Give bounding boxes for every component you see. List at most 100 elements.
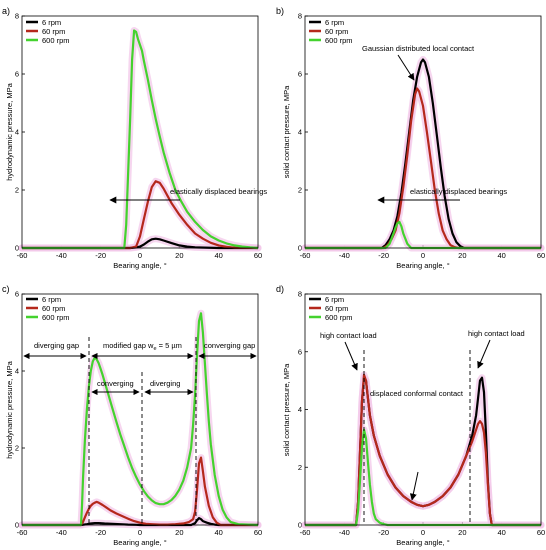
x-tick-label: -20 [378,528,389,537]
panel-label-b: b) [276,6,284,16]
annotation: high contact load [468,329,525,338]
y-tick-label: 2 [298,463,302,472]
x-tick-label: 0 [421,251,425,260]
annotation: elastically displaced bearings [410,187,507,196]
x-tick-label: -60 [300,528,311,537]
series-line-6-rpm [305,58,541,250]
x-tick-label: -20 [378,251,389,260]
axes-b: -60 -40 -20 0 20 40 60 0 2 4 6 8 [298,12,545,261]
legend-d: 6 rpm 60 rpm 600 rpm [309,295,353,322]
x-tick-label: 20 [458,251,466,260]
annotation-arrow [397,54,415,81]
legend-a: 6 rpm 60 rpm 600 rpm [26,18,70,45]
x-tick-label: 40 [214,251,222,260]
x-tick-label: -40 [339,251,350,260]
x-tick-label: 60 [537,528,545,537]
legend-label: 60 rpm [325,27,348,36]
axes-a: -60 -40 -20 0 20 40 60 0 2 4 6 8 [15,12,262,261]
panel-b: b) -60 -40 -20 0 20 40 60 0 2 4 6 8 6 rpm 60 rpm 60… [276,6,545,270]
series-line-60-rpm [22,456,258,527]
gap-annotations: diverging gap modified gap we = 5 µm con… [23,337,257,525]
legend-b: 6 rpm 60 rpm 600 rpm [309,18,353,45]
annotation-arrow [344,341,358,371]
y-tick-label: 4 [298,405,302,414]
panel-c: c) -60 -40 -20 0 20 40 60 0 2 4 6 6 rpm 60 rpm 600… [2,284,262,547]
x-axis-label: Bearing angle, ° [396,538,449,547]
y-tick-label: 2 [15,186,19,195]
y-tick-label: 0 [15,244,19,253]
y-axis-label: solid contact pressure, MPa [282,85,291,178]
y-axis-label: solid contact pressure, MPa [282,363,291,456]
x-tick-label: 40 [497,528,505,537]
x-tick-label: -60 [17,528,28,537]
x-tick-label: -40 [339,528,350,537]
lines-b [305,58,541,250]
annotation: diverging gap [34,341,79,350]
series-line-600-rpm [305,220,541,250]
y-tick-label: 4 [298,128,302,137]
annotation: Gaussian distributed local contact [362,44,475,53]
y-tick-label: 2 [298,186,302,195]
annotation: modified gap we = 5 µm [103,341,182,352]
annotation: elastically displaced bearings [170,187,267,196]
y-tick-label: 8 [15,12,19,21]
series-line-60-rpm [22,180,259,250]
plot-frame-d [304,293,542,526]
series-line-60-rpm [305,373,541,527]
x-tick-label: 60 [254,528,262,537]
annotation: converging gap [204,341,255,350]
y-tick-label: 0 [298,244,302,253]
legend-label: 60 rpm [42,27,65,36]
annotation-arrow [409,471,419,501]
series-line-600-rpm [305,428,541,527]
y-tick-label: 4 [15,128,19,137]
y-tick-label: 6 [298,70,302,79]
y-axis-label: hydrodynamic pressure, MPa [5,360,14,458]
halo-b [301,56,545,252]
x-tick-label: 60 [254,251,262,260]
y-tick-label: 6 [298,347,302,356]
series-halo [301,56,545,252]
y-tick-label: 4 [15,367,19,376]
legend-label: 6 rpm [325,18,344,27]
y-tick-label: 6 [15,290,19,299]
y-tick-label: 8 [298,12,302,21]
legend-label: 6 rpm [325,295,344,304]
legend-c: 6 rpm 60 rpm 600 rpm [26,295,70,322]
series-halo [18,27,262,252]
x-tick-label: -20 [95,251,106,260]
y-axis-label: hydrodynamic pressure, MPa [5,82,14,180]
axes-c: -60 -40 -20 0 20 40 60 0 2 4 6 [15,290,262,538]
annotation: high contact load [320,331,377,340]
panel-label-d: d) [276,284,284,294]
x-tick-label: 40 [214,528,222,537]
x-tick-label: 20 [175,251,183,260]
legend-label: 600 rpm [325,36,353,45]
panel-a: a) -60 -40 -20 0 20 40 60 0 2 4 6 8 6 rpm 60 rpm 60… [2,6,267,270]
series-halo [301,426,545,529]
x-axis-label: Bearing angle, ° [396,261,449,270]
x-tick-label: -60 [17,251,28,260]
x-tick-label: 20 [175,528,183,537]
annotation: displaced conformal contact [370,389,464,398]
x-axis-label: Bearing angle, ° [113,261,166,270]
x-tick-label: 0 [421,528,425,537]
annotation: converging [97,379,134,388]
legend-label: 600 rpm [42,313,70,322]
halo-a [18,27,262,252]
panel-d: d) -60 -40 -20 0 20 40 60 0 2 4 6 8 6 rpm 60 rpm 60… [276,284,545,547]
series-halo [301,218,545,252]
y-tick-label: 6 [15,70,19,79]
y-tick-label: 0 [298,521,302,530]
plot-frame-a [21,15,259,249]
annotation: diverging [150,379,180,388]
x-tick-label: 40 [497,251,505,260]
legend-label: 600 rpm [42,36,70,45]
panel-label-a: a) [2,6,10,16]
x-tick-label: -40 [56,528,67,537]
annotation-arrow [477,339,491,369]
y-tick-label: 2 [15,444,19,453]
plot-frame-b [304,15,542,249]
legend-label: 60 rpm [42,304,65,313]
